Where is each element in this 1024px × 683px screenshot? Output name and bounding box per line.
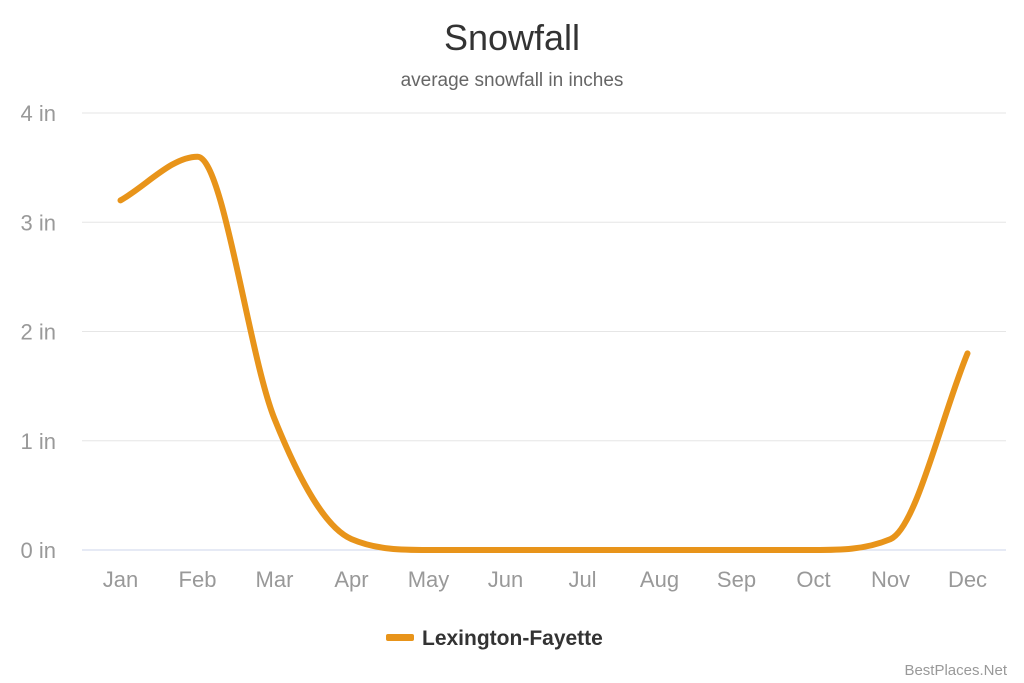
data-point[interactable]	[577, 544, 589, 556]
x-axis-labels: Jan Feb Mar Apr May Jun Jul Aug Sep Oct Nov Dec	[103, 567, 987, 592]
x-tick-label: Jun	[488, 567, 523, 592]
x-tick-label: Jan	[103, 567, 138, 592]
data-point[interactable]	[885, 533, 897, 545]
y-tick-label: 4 in	[21, 101, 56, 126]
data-point[interactable]	[808, 544, 820, 556]
y-tick-label: 3 in	[21, 210, 56, 235]
series-layer	[115, 151, 974, 556]
x-tick-label: Mar	[256, 567, 294, 592]
data-point[interactable]	[115, 194, 127, 206]
legend-label[interactable]: Lexington-Fayette	[422, 627, 603, 650]
y-tick-label: 0 in	[21, 538, 56, 563]
x-tick-label: Aug	[640, 567, 679, 592]
x-tick-label: Dec	[948, 567, 987, 592]
data-point[interactable]	[731, 544, 743, 556]
x-tick-label: Apr	[334, 567, 368, 592]
legend[interactable]: Lexington-Fayette	[386, 627, 603, 650]
chart-subtitle: average snowfall in inches	[401, 70, 624, 91]
data-point[interactable]	[192, 151, 204, 163]
x-tick-label: May	[408, 567, 450, 592]
x-tick-label: Feb	[179, 567, 217, 592]
x-tick-label: Sep	[717, 567, 756, 592]
data-point[interactable]	[269, 413, 281, 425]
data-point[interactable]	[654, 544, 666, 556]
y-tick-label: 1 in	[21, 429, 56, 454]
data-point[interactable]	[346, 533, 358, 545]
data-point[interactable]	[500, 544, 512, 556]
credit-link[interactable]: BestPlaces.Net	[904, 662, 1007, 679]
grid-lines	[82, 112, 1006, 551]
y-axis-labels: 0 in 1 in 2 in 3 in 4 in	[21, 101, 56, 563]
series-line[interactable]	[117, 153, 971, 554]
x-tick-label: Nov	[871, 567, 910, 592]
data-point[interactable]	[962, 347, 974, 359]
x-tick-label: Oct	[796, 567, 830, 592]
legend-swatch[interactable]	[386, 634, 414, 641]
chart-title: Snowfall	[444, 17, 580, 58]
data-point[interactable]	[423, 544, 435, 556]
x-tick-label: Jul	[568, 567, 596, 592]
y-tick-label: 2 in	[21, 320, 56, 345]
